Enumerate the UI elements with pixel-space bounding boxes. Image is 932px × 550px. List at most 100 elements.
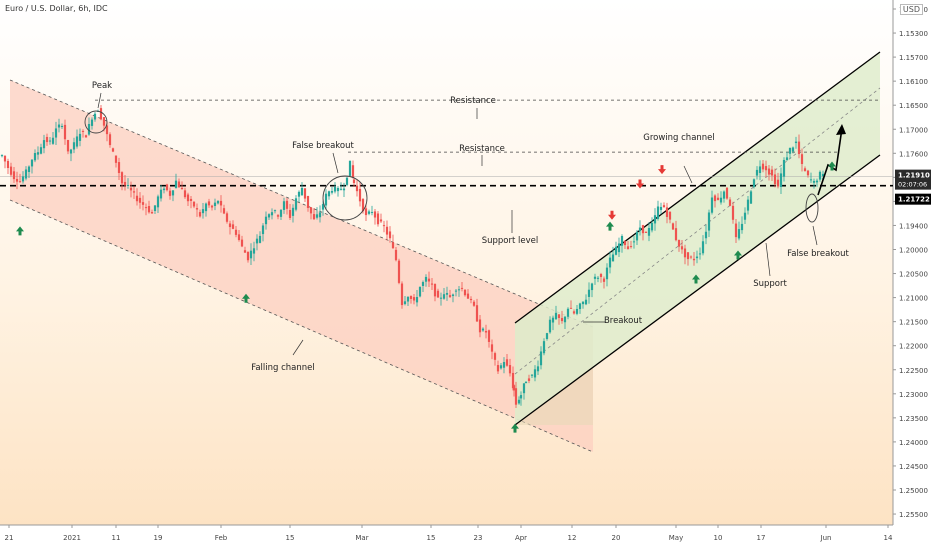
- candle-body: [695, 256, 699, 259]
- candle-body: [87, 123, 91, 135]
- candle-body: [701, 241, 705, 254]
- candle-body: [258, 235, 262, 243]
- candle-body: [138, 197, 142, 203]
- candle-body: [144, 207, 148, 209]
- candle-body: [551, 317, 555, 323]
- candle-body: [496, 365, 500, 372]
- time-tick-label: 12: [568, 534, 577, 542]
- candle-body: [821, 173, 825, 177]
- price-tick-label: 1.21500: [899, 319, 928, 327]
- candle-body: [596, 277, 600, 279]
- candle-body: [737, 229, 741, 239]
- price-tick-label: 1.25500: [899, 511, 928, 519]
- candle-body: [30, 159, 34, 167]
- candle-body: [177, 181, 181, 188]
- candle-body: [72, 142, 76, 150]
- candle-body: [818, 171, 822, 180]
- candle-body: [3, 155, 7, 162]
- candle-body: [63, 124, 67, 140]
- candle-body: [382, 225, 386, 227]
- candle-body: [409, 295, 413, 299]
- buy-arrow-icon: [16, 226, 24, 236]
- candle-body: [342, 188, 346, 191]
- growing-channel-mid: [514, 87, 881, 375]
- candle-body: [590, 283, 594, 291]
- buy-arrow-icon: [511, 423, 519, 433]
- candle-body: [373, 211, 377, 218]
- price-tick-label: 1.16100: [899, 78, 928, 86]
- candle-body: [656, 206, 660, 219]
- plot-background: [0, 0, 893, 525]
- candle-body: [800, 154, 804, 165]
- candle-body: [210, 205, 214, 208]
- candle-body: [159, 189, 163, 199]
- time-tick-label: 19: [154, 534, 163, 542]
- time-tick-label: May: [669, 534, 683, 542]
- candle-body: [108, 134, 112, 146]
- falling-channel-lower: [9, 199, 594, 453]
- price-tick-label: 1.23500: [899, 415, 928, 423]
- falling-channel-label-pointer: [292, 339, 304, 356]
- candle-body: [418, 286, 422, 297]
- candle-body: [162, 188, 166, 191]
- candle-body: [367, 211, 371, 214]
- candle-body: [114, 155, 118, 163]
- candle-body: [324, 193, 328, 206]
- candle-body: [716, 197, 720, 200]
- price-tick-label: 1.20500: [899, 271, 928, 279]
- candle-body: [165, 184, 169, 191]
- falling-channel-area: [10, 80, 593, 452]
- candle-body: [611, 254, 615, 262]
- candle-body: [644, 231, 648, 233]
- candle-body: [126, 184, 130, 186]
- price-tick-label: 1.17000: [899, 126, 928, 134]
- growing-channel-label-pointer: [683, 165, 693, 184]
- candle-body: [267, 214, 271, 218]
- price-tick-label: 1.17600: [899, 150, 928, 158]
- candle-body: [524, 381, 528, 384]
- candle-body: [237, 234, 241, 240]
- breakout-label: Breakout: [604, 316, 643, 326]
- candle-body: [355, 185, 359, 192]
- candle-body: [481, 328, 485, 331]
- candle-body: [102, 117, 106, 126]
- candle-body: [213, 202, 217, 207]
- candle-body: [674, 228, 678, 241]
- candle-body: [186, 194, 190, 202]
- candle-body: [255, 238, 259, 244]
- candle-body: [554, 312, 558, 320]
- candle-body: [327, 191, 331, 197]
- candle-body: [490, 344, 494, 352]
- candle-body: [111, 148, 115, 152]
- candle-body: [195, 208, 199, 210]
- price-tick-label: 1.21000: [899, 295, 928, 303]
- candle-body: [689, 256, 693, 258]
- candle-body: [620, 236, 624, 246]
- candle-body: [81, 130, 85, 132]
- candle-body: [436, 290, 440, 298]
- candle-body: [39, 147, 43, 154]
- candle-body: [129, 187, 133, 191]
- growing-channel-label: Growing channel: [643, 133, 715, 143]
- price-axis-background: [893, 0, 932, 550]
- candle-body: [348, 160, 352, 176]
- candle-body: [78, 133, 82, 141]
- candle-body: [421, 282, 425, 286]
- candle-body: [309, 207, 313, 214]
- candle-body: [707, 212, 711, 231]
- candle-body: [69, 149, 73, 154]
- candle-body: [626, 246, 630, 250]
- candle-body: [261, 225, 265, 235]
- candle-body: [770, 169, 774, 176]
- growing-channel-upper: [514, 51, 881, 324]
- candle-body: [300, 187, 304, 196]
- price-tick-label: 1.20000: [899, 247, 928, 255]
- candle-body: [451, 294, 455, 297]
- candle-body: [156, 196, 160, 208]
- candle-body: [653, 215, 657, 224]
- currency-label[interactable]: USD: [899, 4, 923, 15]
- candle-body: [297, 191, 301, 197]
- candle-body: [755, 169, 759, 176]
- candle-body: [641, 225, 645, 234]
